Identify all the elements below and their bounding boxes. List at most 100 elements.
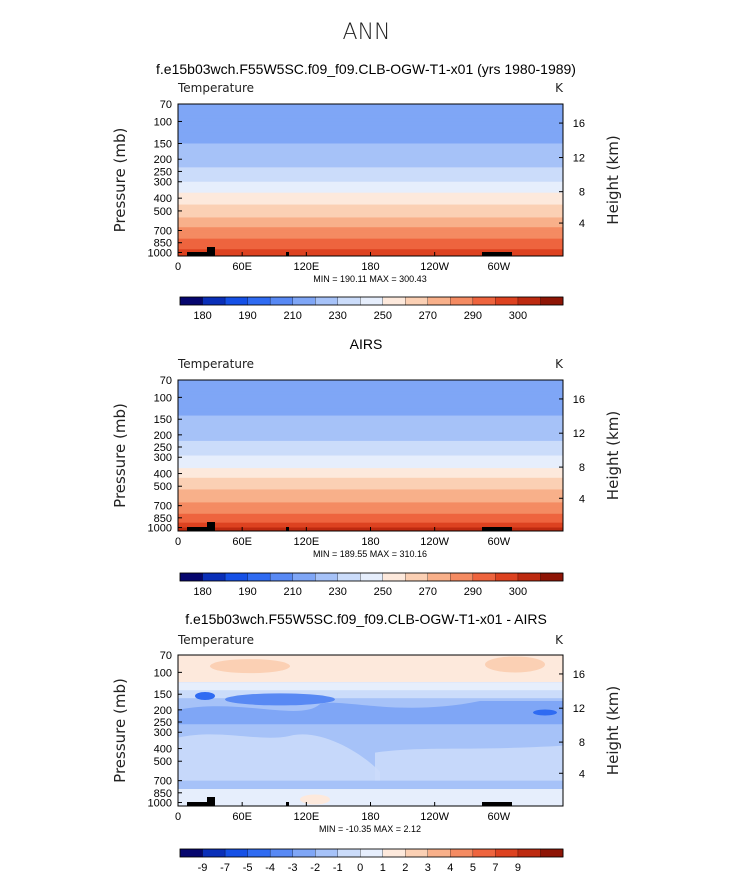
x-tick-label: 120E [293,811,319,823]
field-band [178,511,563,515]
field-band [178,446,563,450]
colorbar-label: 9 [515,862,521,872]
y-tick-label: 100 [154,116,172,128]
y2-axis-label: Height (km) [604,135,622,224]
field-band [178,217,563,222]
field-band [178,462,563,466]
field-band [178,394,563,398]
field-band [178,115,563,120]
y-tick-label: 850 [154,238,172,250]
colorbar-cell [337,572,361,582]
field-band [178,470,563,475]
field-band [178,459,563,464]
colorbar-cell [202,572,226,582]
y-tick-label: 850 [154,788,172,800]
field-band [178,143,563,147]
field-band [178,492,563,497]
colorbar-label: 3 [425,862,431,872]
field-band [178,424,563,428]
field-band [178,136,563,141]
terrain-mask [207,797,215,806]
y-tick-label: 1000 [148,798,172,810]
field-layer [178,380,563,531]
colorbar-label: 210 [283,586,301,598]
colorbar-cell [224,572,249,582]
colorbar-label: -9 [198,862,208,872]
x-tick-label: 120W [420,536,449,548]
y2-axis-label: Height (km) [604,411,622,500]
field-band [178,475,563,479]
weak-negative-region [375,745,563,781]
field-band [178,385,563,390]
field-band [178,165,563,168]
colorbar-cell [405,572,429,582]
x-tick-label: 0 [175,811,181,823]
near-zero-band [178,682,563,693]
colorbar-cell [517,572,541,582]
colorbar-label: 250 [374,310,392,322]
x-tick-label: 60E [232,811,252,823]
y-axis-label: Pressure (mb) [111,403,129,508]
field-band [178,139,563,145]
colorbar-label: 300 [509,586,527,598]
field-band [178,477,563,481]
colorbar-label: 2 [402,862,408,872]
y2-tick-label: 4 [579,218,585,230]
cold-anomaly [225,693,335,706]
y-tick-label: 70 [160,375,172,387]
terrain-mask [207,247,215,256]
field-band [178,223,563,228]
terrain-mask [286,252,289,256]
terrain-mask [482,527,512,531]
field-band [178,479,563,483]
field-band [178,380,563,384]
colorbar-label: -5 [243,862,253,872]
field-band [178,132,563,137]
field-band [178,104,563,108]
terrain-mask [286,527,289,531]
field-band [178,234,563,238]
chart-panel-1: f.e15b03wch.F55W5SC.f09_f09.CLB-OGW-T1-x… [111,61,622,322]
y2-tick-label: 16 [573,118,585,130]
colorbar-cell [427,848,451,858]
field-band [178,204,563,208]
y-tick-label: 400 [154,744,172,756]
colorbar-cell [224,296,249,306]
field-band [178,457,563,461]
y-tick-label: 400 [154,193,172,205]
y-tick-label: 300 [154,727,172,739]
y-axis-label: Pressure (mb) [111,128,129,233]
colorbar-cell [224,848,249,858]
y-tick-label: 250 [154,166,172,178]
colorbar-label: -4 [265,862,275,872]
colorbar-cell [360,296,384,306]
field-band [178,507,563,511]
colorbar-cell [427,296,451,306]
field-band [178,161,563,164]
colorbar-cell [540,296,564,306]
terrain-mask [187,527,209,531]
x-tick-label: 0 [175,536,181,548]
terrain-mask [482,252,512,256]
field-band [178,419,563,423]
colorbar-cell [405,848,429,858]
colorbar-label: 5 [470,862,476,872]
y-tick-label: 100 [154,392,172,404]
colorbar-cell [495,296,519,306]
field-band [178,519,563,522]
field-band [178,468,563,472]
colorbar-cell [405,296,429,306]
cold-anomaly [533,709,557,716]
field-band [178,421,563,426]
colorbar-label: 270 [419,310,437,322]
colorbar-cell [517,296,541,306]
colorbar-cell [179,296,203,306]
colorbar-label: 250 [374,586,392,598]
y-tick-label: 200 [154,430,172,442]
field-band [178,436,563,440]
variable-label: Temperature [177,357,254,371]
field-band [178,109,563,114]
